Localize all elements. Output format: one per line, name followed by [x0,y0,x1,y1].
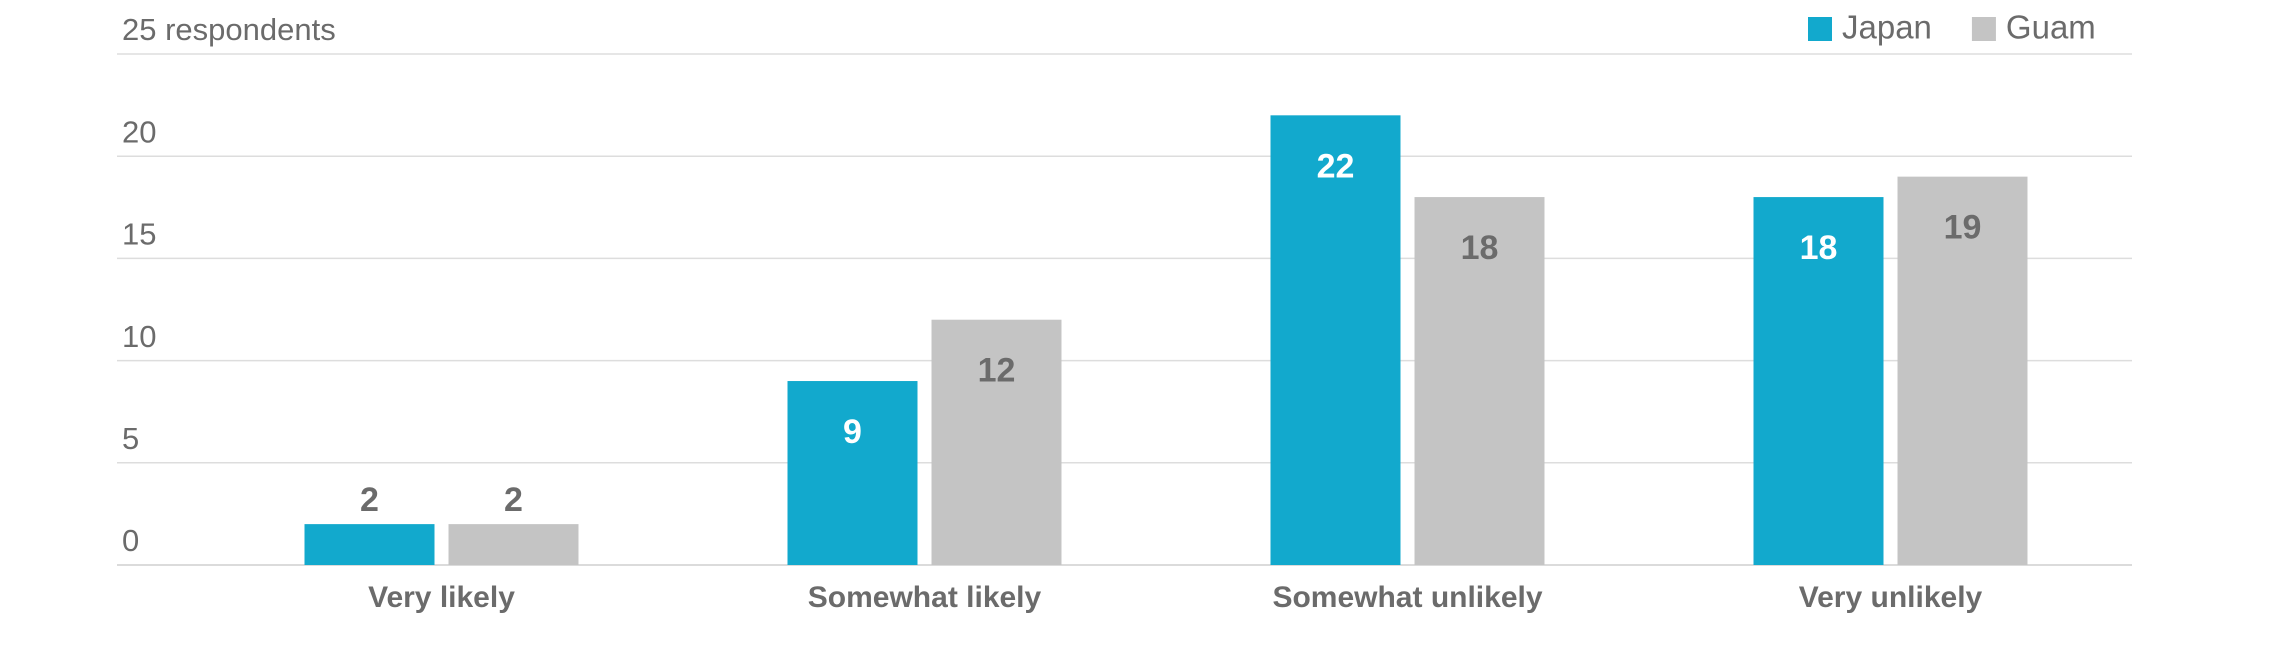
legend-swatch [1808,17,1832,41]
value-label: 2 [360,481,379,519]
y-tick-label: 20 [122,114,156,149]
y-tick-label: 5 [122,421,139,456]
value-label: 19 [1944,209,1982,247]
bar [448,524,579,565]
legend-label: Japan [1842,9,1932,46]
value-label: 18 [1800,229,1838,267]
x-tick-label: Very likely [368,581,515,614]
bar [1270,115,1401,565]
value-label: 2 [504,481,523,519]
legend-label: Guam [2006,9,2096,46]
bar [1753,197,1884,565]
bar [304,524,435,565]
bar [931,319,1062,565]
value-label: 18 [1461,229,1499,267]
bar [787,381,918,565]
x-tick-label: Very unlikely [1799,581,1983,614]
value-label: 12 [978,352,1016,390]
y-tick-label: 25 respondents [122,12,336,47]
value-label: 9 [843,413,862,451]
value-label: 22 [1317,147,1355,185]
bar [1897,176,2028,565]
x-tick-label: Somewhat unlikely [1272,581,1542,614]
bar [1414,197,1545,565]
y-tick-label: 15 [122,217,156,252]
legend-swatch [1971,17,1996,41]
y-tick-label: 10 [122,319,156,354]
x-tick-label: Somewhat likely [808,581,1042,614]
y-tick-label: 0 [122,523,139,558]
